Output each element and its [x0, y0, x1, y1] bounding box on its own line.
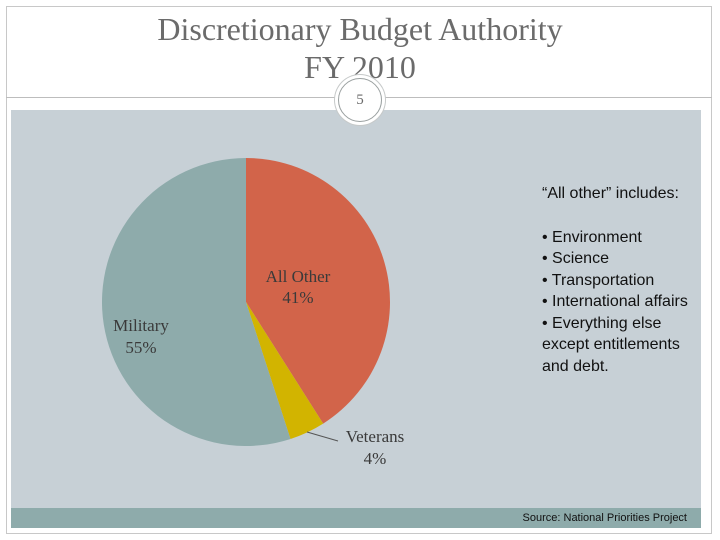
footer-bar: Source: National Priorities Project [11, 508, 701, 528]
note-heading: “All other” includes: [542, 185, 679, 202]
title-line-1: Discretionary Budget Authority [157, 11, 563, 47]
label-veterans: Veterans [346, 427, 405, 446]
value-all-other: 41% [282, 288, 313, 307]
note-item: • Everything else except entitlements an… [542, 314, 680, 375]
slide-title: Discretionary Budget Authority FY 2010 [0, 10, 720, 86]
source-credit: Source: National Priorities Project [522, 512, 687, 524]
note-item: • International affairs [542, 293, 688, 310]
note-item: • Transportation [542, 271, 655, 289]
pie-slice-all-other [246, 158, 390, 424]
value-military: 55% [125, 338, 156, 357]
note-item: • Science [542, 250, 609, 267]
slide-number-badge: 5 [338, 78, 382, 122]
note-list: • Environment • Science • Transportation… [542, 227, 702, 378]
all-other-note: “All other” includes: • Environment • Sc… [542, 183, 702, 377]
slide-frame [6, 6, 712, 534]
pie-slice-military [101, 158, 291, 446]
veterans-leader-line [306, 431, 339, 442]
pie-slices [101, 158, 390, 446]
label-all-other: All Other [266, 267, 331, 286]
value-veterans: 4% [364, 449, 387, 468]
label-military: Military [113, 316, 169, 335]
note-item: • Environment [542, 228, 642, 246]
pie-slice-veterans [246, 302, 324, 439]
